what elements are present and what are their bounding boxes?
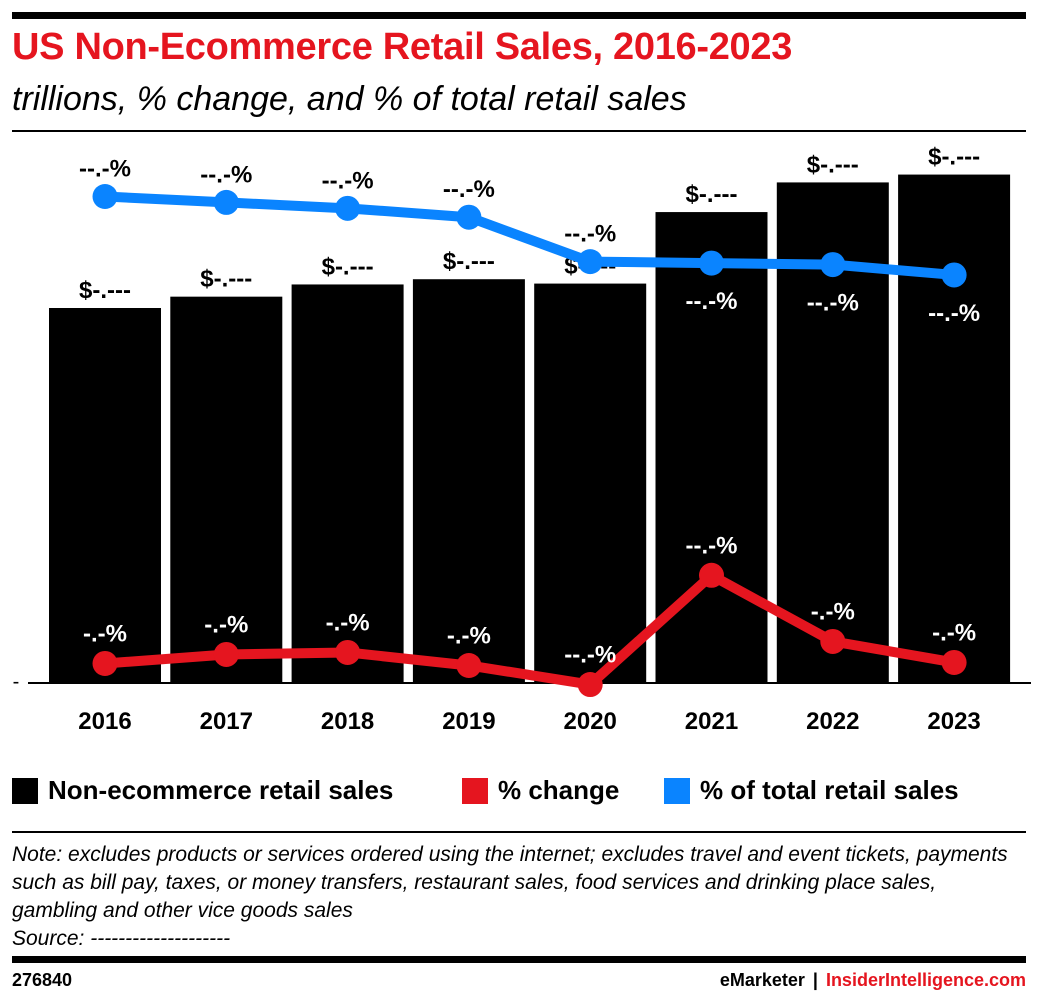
pct-change-label-2019: -.-% [447, 622, 491, 649]
chart-source: Source: -------------------- [12, 927, 231, 950]
bar-label-2022: $-.--- [807, 151, 859, 178]
pct-total-point-2016 [92, 184, 118, 209]
pct-change-point-2019 [456, 652, 482, 678]
x-tick-label-2022: 2022 [806, 708, 859, 735]
bar-label-2023: $-.--- [928, 144, 980, 171]
pct-change-line [104, 570, 955, 690]
pct-total-label-2022: --.-% [807, 290, 859, 317]
bar-label-2018: $-.--- [322, 253, 374, 280]
pct-total-label-2016: --.-% [79, 156, 131, 183]
chart-note: Note: excludes products or services orde… [12, 843, 1008, 922]
pct-change-label-2018: -.-% [326, 609, 370, 636]
chart-subtitle: trillions, % change, and % of total reta… [12, 80, 687, 118]
x-tick-label-2019: 2019 [442, 708, 495, 735]
bar-2016 [49, 308, 161, 683]
legend-label-pct-total: % of total retail sales [700, 775, 959, 805]
y-axis-tick-label: - [13, 671, 20, 693]
legend-swatch-sales [12, 777, 38, 804]
bar-2023 [898, 174, 1011, 683]
bar-label-2019: $-.--- [443, 248, 495, 275]
chart-area: - $-.--- $-.--- $-.--- $-.--- $-.--- $-.--- $-.… [13, 144, 1031, 735]
legend-label-pct-change: % change [498, 775, 620, 805]
bar-2018 [291, 284, 404, 683]
top-rule [12, 12, 1026, 19]
pct-total-point-2018 [335, 195, 361, 221]
pct-total-point-2021 [699, 250, 724, 276]
legend-item-sales: Non-ecommerce retail sales [12, 775, 393, 806]
pct-total-label-2023: --.-% [928, 300, 980, 327]
pct-change-point-2021 [699, 562, 724, 588]
x-tick-label-2016: 2016 [78, 708, 131, 735]
legend-item-pct-change: % change [462, 775, 619, 806]
legend-swatch-pct-total [664, 777, 690, 804]
x-tick-label-2017: 2017 [200, 708, 253, 735]
pct-total-label-2019: --.-% [443, 176, 495, 203]
pct-change-point-2022 [820, 628, 846, 654]
brand-emarketer: eMarketer [719, 970, 805, 990]
note-rule [12, 831, 1026, 833]
pct-change-point-2020 [577, 672, 603, 698]
pct-total-point-2023 [941, 262, 967, 288]
bottom-rule [12, 956, 1026, 963]
pct-total-point-2019 [456, 204, 482, 230]
bar-2020 [534, 283, 647, 683]
pct-total-point-2022 [820, 252, 846, 278]
legend-item-pct-total: % of total retail sales [664, 775, 959, 806]
pct-change-point-2023 [941, 649, 967, 675]
pct-total-label-2017: --.-% [200, 161, 252, 188]
x-tick-label-2023: 2023 [927, 708, 980, 735]
bar-label-2021: $-.--- [686, 181, 738, 208]
pct-change-label-2020: --.-% [564, 642, 616, 669]
pct-total-label-2018: --.-% [322, 167, 374, 194]
bar-label-2016: $-.--- [79, 277, 131, 304]
chart-title: US Non-Ecommerce Retail Sales, 2016-2023 [12, 26, 793, 68]
pct-change-point-2018 [335, 639, 361, 665]
x-tick-label-2018: 2018 [321, 708, 374, 735]
pct-change-label-2022: -.-% [811, 598, 855, 625]
pct-change-point-2017 [213, 641, 239, 667]
pct-total-label-2021: --.-% [686, 288, 738, 315]
footer-brand: eMarketer | InsiderIntelligence.com [720, 970, 1026, 991]
chart-id: 276840 [12, 970, 73, 990]
brand-separator: | [812, 970, 818, 990]
x-tick-label-2020: 2020 [564, 708, 617, 735]
pct-total-point-2017 [213, 189, 239, 215]
legend-swatch-pct-change [462, 777, 488, 804]
x-tick-label-2021: 2021 [685, 708, 738, 735]
legend-label-sales: Non-ecommerce retail sales [48, 775, 394, 805]
brand-insider-intelligence: InsiderIntelligence.com [825, 970, 1026, 990]
pct-total-label-2020: --.-% [564, 221, 616, 248]
pct-change-label-2023: -.-% [932, 619, 976, 646]
pct-change-label-2021: --.-% [686, 532, 738, 559]
bar-2017 [170, 296, 283, 683]
pct-change-label-2017: -.-% [204, 611, 248, 638]
pct-change-label-2016: -.-% [83, 620, 127, 647]
bar-2019 [412, 279, 525, 683]
pct-change-point-2016 [92, 650, 118, 676]
pct-total-line [104, 191, 955, 280]
pct-total-point-2020 [577, 249, 603, 275]
subtitle-rule [12, 130, 1026, 132]
bar-label-2017: $-.--- [200, 266, 252, 293]
